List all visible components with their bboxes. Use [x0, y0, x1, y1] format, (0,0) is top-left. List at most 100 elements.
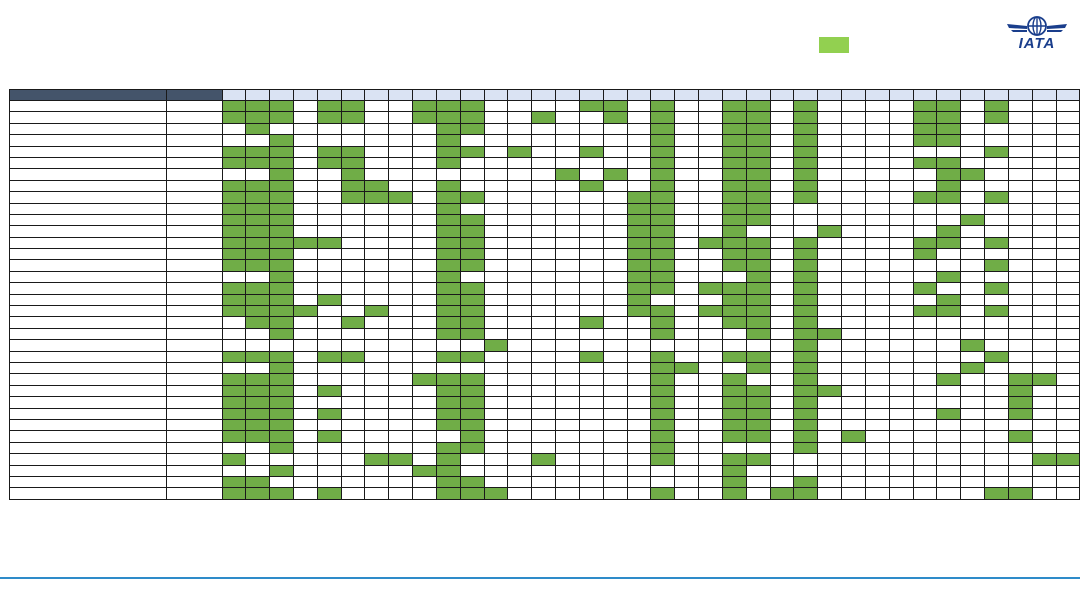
grid-cell: [864, 111, 890, 124]
grid-cell: [578, 464, 604, 477]
grid-cell: [626, 361, 652, 375]
row-label-cell: [8, 202, 168, 215]
row-label-cell: [8, 384, 168, 398]
grid-cell: [936, 361, 962, 375]
grid-cell-filled: [483, 339, 509, 352]
grid-cell: [1031, 248, 1057, 261]
grid-cell: [483, 191, 509, 204]
grid-cell: [531, 191, 557, 204]
grid-cell: [984, 464, 1009, 477]
grid-cell-filled: [269, 99, 294, 113]
grid-cell: [459, 156, 485, 170]
grid-cell: [960, 248, 986, 261]
grid-cell: [698, 373, 723, 386]
grid-cell: [626, 168, 652, 181]
row-label-cell: [8, 259, 168, 272]
grid-cell: [483, 259, 509, 272]
grid-cell: [435, 430, 461, 443]
grid-cell-filled: [1007, 396, 1033, 409]
grid-cell: [269, 339, 294, 352]
grid-cell: [936, 475, 962, 489]
grid-cell: [674, 122, 700, 136]
header-cell: [316, 89, 342, 101]
grid-cell: [340, 225, 366, 238]
grid-cell: [388, 236, 414, 250]
grid-cell: [698, 316, 723, 329]
table-row: [8, 111, 1080, 124]
grid-cell: [1007, 168, 1033, 181]
grid-cell-filled: [269, 327, 294, 341]
grid-cell-filled: [721, 122, 747, 136]
grid-cell-filled: [412, 99, 437, 113]
grid-cell-filled: [221, 350, 247, 364]
grid-cell: [984, 156, 1009, 170]
grid-cell: [364, 396, 390, 409]
grid-cell: [412, 213, 437, 227]
grid-cell: [602, 396, 628, 409]
grid-cell-filled: [793, 373, 819, 386]
grid-cell: [888, 111, 914, 124]
grid-cell-filled: [388, 453, 414, 466]
grid-cell-filled: [721, 350, 747, 364]
grid-cell-filled: [745, 350, 771, 364]
grid-cell: [817, 316, 843, 329]
grid-cell: [316, 418, 342, 432]
grid-cell: [578, 407, 604, 420]
grid-cell: [1007, 270, 1033, 284]
table-row: [8, 430, 1080, 443]
grid-cell-filled: [578, 316, 604, 329]
grid-cell: [817, 396, 843, 409]
grid-cell: [960, 191, 986, 204]
grid-cell: [984, 384, 1009, 398]
grid-cell: [531, 305, 557, 318]
grid-cell-filled: [721, 293, 747, 307]
grid-cell: [412, 396, 437, 409]
grid-cell: [769, 384, 795, 398]
header-cell: [269, 89, 294, 101]
grid-cell-filled: [626, 259, 652, 272]
grid-cell: [531, 293, 557, 307]
grid-cell: [650, 293, 676, 307]
grid-cell: [864, 213, 890, 227]
grid-cell-filled: [793, 293, 819, 307]
grid-cell: [674, 384, 700, 398]
grid-cell: [602, 270, 628, 284]
grid-cell-filled: [316, 145, 342, 158]
grid-cell: [388, 361, 414, 375]
grid-cell-filled: [745, 145, 771, 158]
grid-cell-filled: [984, 259, 1009, 272]
header-cell: [293, 89, 318, 101]
grid-cell: [817, 361, 843, 375]
grid-cell: [698, 202, 723, 215]
grid-cell: [769, 168, 795, 181]
grid-cell: [1055, 384, 1080, 398]
grid-cell-filled: [960, 168, 986, 181]
grid-cell: [960, 259, 986, 272]
grid-cell: [817, 134, 843, 147]
grid-cell-filled: [269, 373, 294, 386]
grid-cell-filled: [650, 487, 676, 500]
grid-cell-filled: [459, 430, 485, 443]
grid-cell: [293, 202, 318, 215]
grid-cell-filled: [745, 361, 771, 375]
grid-cell: [769, 202, 795, 215]
row-code-cell: [166, 464, 223, 477]
grid-cell: [1031, 407, 1057, 420]
grid-cell: [674, 293, 700, 307]
grid-cell: [888, 361, 914, 375]
grid-cell: [602, 487, 628, 500]
grid-cell: [602, 213, 628, 227]
table-row: [8, 293, 1080, 307]
grid-cell: [1055, 202, 1080, 215]
grid-cell: [769, 259, 795, 272]
grid-cell: [245, 441, 271, 455]
grid-cell-filled: [388, 191, 414, 204]
header-cell: [650, 89, 676, 101]
header-cell: [578, 89, 604, 101]
grid-cell: [412, 430, 437, 443]
grid-cell: [459, 464, 485, 477]
grid-cell: [221, 270, 247, 284]
grid-cell: [626, 327, 652, 341]
grid-cell: [888, 122, 914, 136]
grid-cell: [984, 327, 1009, 341]
